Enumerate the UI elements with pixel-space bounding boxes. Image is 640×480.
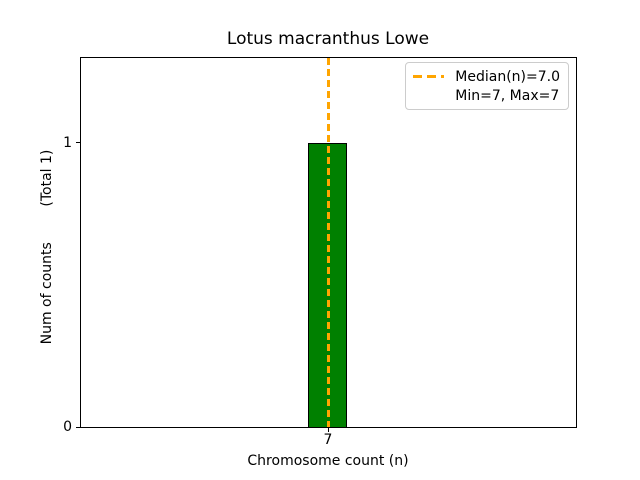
plot-area: Median(n)=7.0 Min=7, Max=7	[80, 57, 577, 428]
legend-entry-median: Median(n)=7.0	[413, 67, 560, 86]
ytick-mark-1	[76, 142, 80, 143]
legend: Median(n)=7.0 Min=7, Max=7	[405, 62, 569, 110]
chart-title: Lotus macranthus Lowe	[226, 29, 430, 49]
ytick-label-1: 1	[63, 135, 72, 151]
y-axis-label: Num of counts (Total 1)	[39, 149, 55, 345]
legend-empty-handle	[413, 94, 444, 97]
ytick-label-0: 0	[63, 419, 72, 435]
xtick-label-7: 7	[323, 432, 333, 448]
xtick-mark-7	[328, 428, 329, 432]
legend-label-median: Median(n)=7.0	[455, 68, 560, 85]
legend-label-minmax: Min=7, Max=7	[455, 87, 560, 104]
legend-entry-minmax: Min=7, Max=7	[413, 86, 560, 105]
x-axis-label: Chromosome count (n)	[247, 453, 409, 469]
dashed-line-icon	[413, 75, 445, 78]
ytick-mark-0	[76, 427, 80, 428]
median-line	[327, 58, 330, 427]
